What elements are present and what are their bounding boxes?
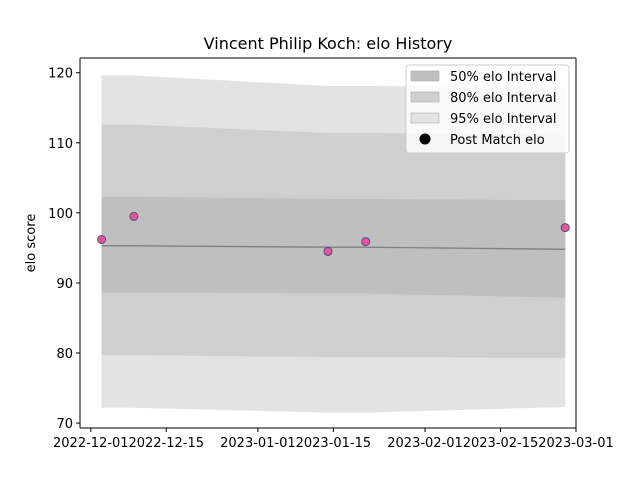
y-tick-label: 120: [48, 67, 73, 82]
legend-box: [405, 64, 570, 154]
post-match-point: [129, 211, 139, 221]
x-tick-label: 2023-01-01: [220, 436, 296, 451]
post-match-point: [361, 237, 371, 247]
y-axis-label: elo score: [24, 214, 39, 273]
legend-label: 50% elo Interval: [450, 70, 557, 85]
y-tick-label: 70: [56, 417, 73, 432]
x-tick-label: 2023-02-15: [463, 436, 539, 451]
x-tick-label: 2022-12-15: [128, 436, 204, 451]
legend-swatch: [410, 70, 440, 82]
legend-swatch: [410, 91, 440, 103]
y-tick-label: 80: [56, 347, 73, 362]
legend-swatch: [410, 112, 440, 124]
post-match-point: [323, 246, 333, 256]
x-tick-label: 2023-02-01: [387, 436, 463, 451]
y-tick-label: 90: [56, 277, 73, 292]
legend-label: 95% elo Interval: [450, 112, 557, 127]
legend: 50% elo Interval 80% elo Interval 95% elo …: [405, 64, 570, 154]
legend-label: 80% elo Interval: [450, 91, 557, 106]
post-match-point: [97, 235, 107, 244]
y-tick-label: 100: [48, 207, 73, 222]
y-tick-label: 110: [48, 137, 73, 152]
x-tick-label: 2023-01-15: [296, 436, 372, 451]
x-tick-label: 2023-03-01: [538, 436, 614, 451]
legend-label: Post Match elo: [450, 133, 545, 148]
chart-title: Vincent Philip Koch: elo History: [204, 34, 453, 53]
post-match-point: [560, 223, 570, 233]
plot-area: 70 80 90 100 110 120 2022-12-01 2022-12-15 2023-…: [48, 57, 614, 451]
x-tick-label: 2022-12-01: [53, 436, 129, 451]
legend-marker: [419, 133, 431, 145]
